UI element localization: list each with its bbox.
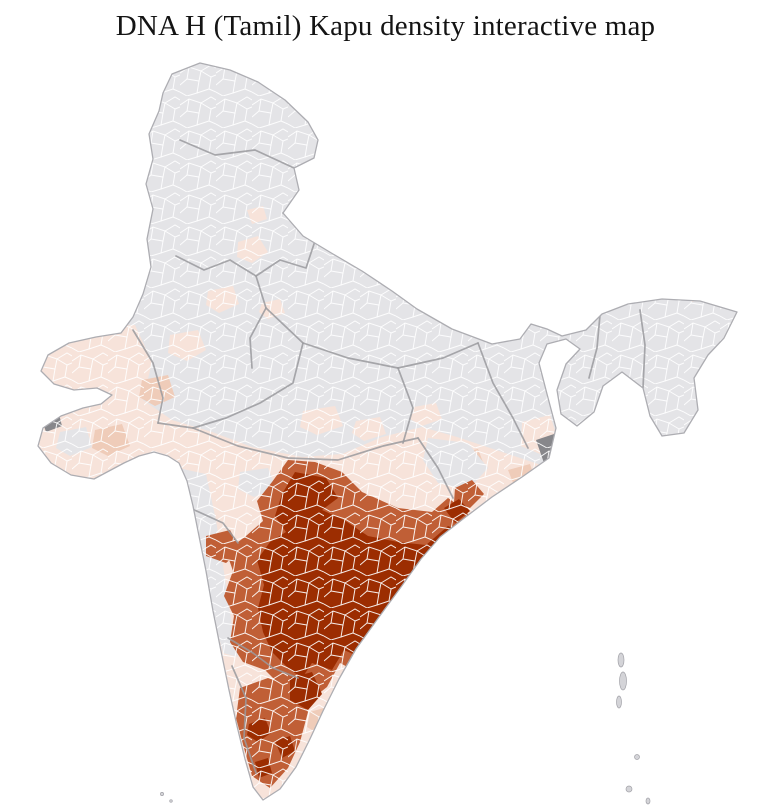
state-borders — [132, 139, 646, 774]
andaman-nicobar-islands[interactable] — [160, 652, 651, 805]
page-title: DNA H (Tamil) Kapu density interactive m… — [115, 10, 656, 42]
india-outline — [37, 62, 738, 801]
